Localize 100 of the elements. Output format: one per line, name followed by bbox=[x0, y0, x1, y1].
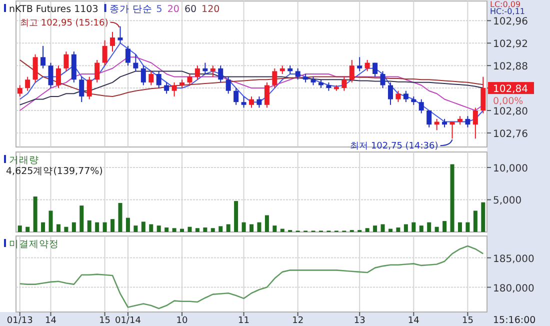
candlestick bbox=[256, 96, 262, 108]
legend-item: 120 bbox=[202, 4, 220, 15]
bar bbox=[257, 222, 262, 232]
candlestick bbox=[272, 68, 278, 89]
bar bbox=[388, 228, 392, 232]
bar bbox=[188, 226, 192, 232]
candlestick bbox=[264, 82, 270, 108]
bar bbox=[64, 226, 68, 232]
x-tick-label: 13 bbox=[354, 316, 366, 326]
candlestick bbox=[234, 88, 239, 106]
candlestick bbox=[140, 65, 146, 86]
candlestick bbox=[32, 54, 38, 83]
candlestick bbox=[194, 65, 200, 80]
candlestick bbox=[372, 62, 378, 78]
candlestick bbox=[426, 110, 432, 128]
x-tick-label: 12 bbox=[292, 316, 304, 326]
bar bbox=[195, 228, 200, 232]
candlestick bbox=[86, 76, 92, 100]
candlestick bbox=[17, 84, 22, 97]
bar bbox=[26, 226, 30, 232]
y-tick-label: 102,96 bbox=[493, 16, 528, 28]
candlestick bbox=[156, 70, 162, 89]
bar bbox=[72, 222, 76, 232]
bar bbox=[33, 196, 38, 232]
candlestick bbox=[241, 96, 246, 108]
bar bbox=[450, 164, 454, 232]
candlestick bbox=[94, 59, 100, 83]
bar bbox=[365, 228, 370, 232]
candlestick bbox=[110, 31, 116, 52]
bar bbox=[250, 224, 254, 232]
candlestick bbox=[295, 68, 300, 80]
candlestick bbox=[349, 59, 354, 83]
candlestick bbox=[48, 62, 54, 89]
bar bbox=[172, 228, 176, 232]
bar bbox=[141, 222, 146, 232]
bar bbox=[126, 218, 130, 232]
bar bbox=[404, 224, 408, 232]
candlestick bbox=[79, 76, 84, 103]
price-tag: 102,84 bbox=[488, 82, 534, 96]
x-tick-label: 10 bbox=[176, 316, 188, 326]
y-tick-label: 102,92 bbox=[493, 39, 528, 50]
bar bbox=[102, 222, 107, 232]
title: 미결제약정 bbox=[9, 239, 59, 250]
legend-title: 종가 단순 bbox=[109, 4, 152, 15]
bar bbox=[481, 202, 486, 232]
y-tick-label: 5,000 bbox=[493, 196, 522, 207]
x-tick-label: 11 bbox=[238, 316, 250, 326]
bar bbox=[56, 224, 60, 232]
bar bbox=[373, 226, 378, 232]
annotation: 15:16:00 bbox=[493, 315, 536, 326]
bar bbox=[280, 228, 284, 232]
candlestick bbox=[218, 65, 224, 83]
candlestick bbox=[172, 82, 177, 97]
y-tick-label: 102,88 bbox=[493, 62, 528, 73]
bar bbox=[272, 226, 277, 232]
candlestick bbox=[125, 45, 130, 66]
bar bbox=[442, 221, 447, 232]
x-tick-label: 01/13 bbox=[6, 316, 33, 326]
bar bbox=[226, 224, 230, 232]
bar bbox=[210, 228, 215, 232]
bar bbox=[80, 206, 84, 232]
candlestick bbox=[418, 98, 424, 114]
candlestick bbox=[226, 76, 231, 94]
x-tick-label: 15 bbox=[462, 316, 474, 326]
bar bbox=[466, 222, 470, 232]
y-tick-label: 10,000 bbox=[493, 163, 528, 174]
legend-item: 60 bbox=[184, 4, 197, 15]
candlestick bbox=[187, 74, 192, 86]
annotation: HC:-0,11 bbox=[490, 7, 525, 16]
title: 거래량 bbox=[9, 155, 39, 166]
bar bbox=[110, 219, 115, 232]
annotation: 최저 102,75 (14:36) bbox=[350, 142, 438, 152]
bar bbox=[234, 201, 238, 232]
x-tick-label: 15 bbox=[99, 316, 111, 326]
candlestick bbox=[25, 76, 30, 92]
bar bbox=[41, 222, 46, 232]
bar bbox=[118, 202, 122, 232]
annotation: 최고 102,95 (15:16) bbox=[20, 18, 108, 28]
y-tick-label: 102,80 bbox=[493, 106, 528, 118]
y-tick-label: 102,76 bbox=[493, 128, 528, 140]
legend-item: 5 bbox=[156, 4, 162, 15]
y-tick-label: 180,000 bbox=[493, 283, 534, 294]
bar bbox=[18, 226, 22, 232]
candlestick bbox=[480, 76, 486, 114]
bar bbox=[149, 224, 154, 232]
bar bbox=[203, 227, 208, 232]
candlestick bbox=[450, 121, 455, 140]
bar bbox=[134, 226, 138, 232]
bar bbox=[396, 227, 400, 232]
annotation: 0,00% bbox=[493, 96, 524, 108]
candlestick bbox=[472, 107, 478, 140]
bar bbox=[434, 226, 439, 232]
candlestick bbox=[164, 82, 170, 94]
x-tick-label: 01/14 bbox=[115, 316, 141, 326]
candlestick bbox=[396, 90, 401, 103]
candlestick bbox=[40, 45, 46, 69]
legend-item: 20 bbox=[167, 4, 180, 15]
candlestick bbox=[357, 56, 362, 72]
candlestick bbox=[403, 90, 408, 103]
x-tick-label: 14 bbox=[45, 316, 56, 326]
